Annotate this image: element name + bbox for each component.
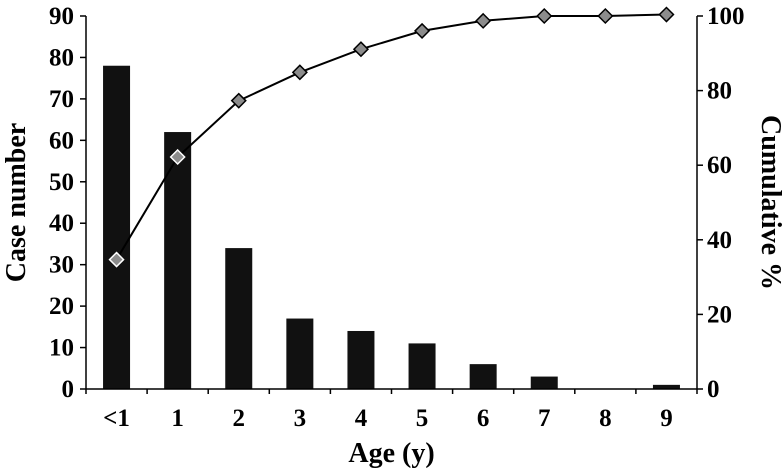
left-tick-label: 0 (62, 376, 75, 403)
cumulative-line (115, 13, 667, 261)
left-tick-label: 90 (49, 3, 74, 30)
cumulative-point-5 (413, 22, 431, 39)
x-tick-label: 4 (355, 405, 368, 432)
left-tick-label: 60 (49, 127, 74, 154)
left-tick-label: 20 (49, 293, 74, 320)
cumulative-point-1 (169, 148, 186, 166)
left-tick-label: 30 (49, 252, 74, 279)
cumulative-point-8 (597, 7, 614, 25)
x-tick-label: 6 (477, 405, 490, 432)
bar-2 (225, 248, 253, 389)
bar-9 (652, 384, 680, 389)
cumulative-point-6 (475, 12, 492, 29)
right-y-ticks: 0 20 40 60 80 100 (697, 3, 745, 403)
bar-3 (286, 318, 314, 389)
cumulative-point-3 (291, 64, 308, 81)
left-tick-label: 50 (49, 169, 74, 196)
right-y-axis-title: Cumulative % (755, 115, 784, 290)
left-tick-label: 40 (49, 210, 74, 237)
cumulative-point-2 (230, 92, 247, 109)
x-tick-label: 5 (416, 405, 429, 432)
cumulative-line-group (108, 6, 675, 268)
right-tick-label: 80 (707, 78, 732, 105)
right-tick-label: 20 (707, 301, 732, 328)
x-tick-label: 2 (233, 405, 246, 432)
right-tick-label: 60 (707, 152, 732, 179)
x-tick-label: 3 (294, 405, 307, 432)
bar-0 (103, 65, 131, 389)
cumulative-point-0 (108, 251, 125, 268)
x-tick-label: 7 (538, 405, 551, 432)
cumulative-point-9 (658, 6, 675, 23)
cumulative-point-7 (536, 7, 553, 25)
right-tick-label: 0 (707, 376, 720, 403)
left-y-axis-title: Case number (1, 123, 32, 282)
x-tick-label: 1 (171, 405, 184, 432)
x-ticks: <1 1 2 3 4 5 6 7 8 9 (85, 389, 698, 432)
cumulative-point-4 (352, 41, 370, 58)
bars-group (103, 65, 680, 390)
x-tick-label: 8 (599, 405, 612, 432)
bar-1 (164, 132, 192, 390)
x-tick-label: <1 (103, 405, 130, 432)
right-tick-label: 100 (707, 3, 745, 30)
left-tick-label: 70 (49, 86, 74, 113)
right-tick-label: 40 (707, 227, 732, 254)
left-tick-label: 10 (49, 335, 74, 362)
left-y-ticks: 0 10 20 30 40 50 60 70 80 90 (49, 3, 86, 403)
x-axis-title: Age (y) (348, 438, 434, 468)
bar-6 (469, 364, 497, 389)
x-tick-label: 9 (660, 405, 673, 432)
left-tick-label: 80 (49, 44, 74, 71)
bar-7 (530, 376, 558, 389)
bar-5 (408, 343, 436, 389)
bar-4 (347, 330, 375, 389)
